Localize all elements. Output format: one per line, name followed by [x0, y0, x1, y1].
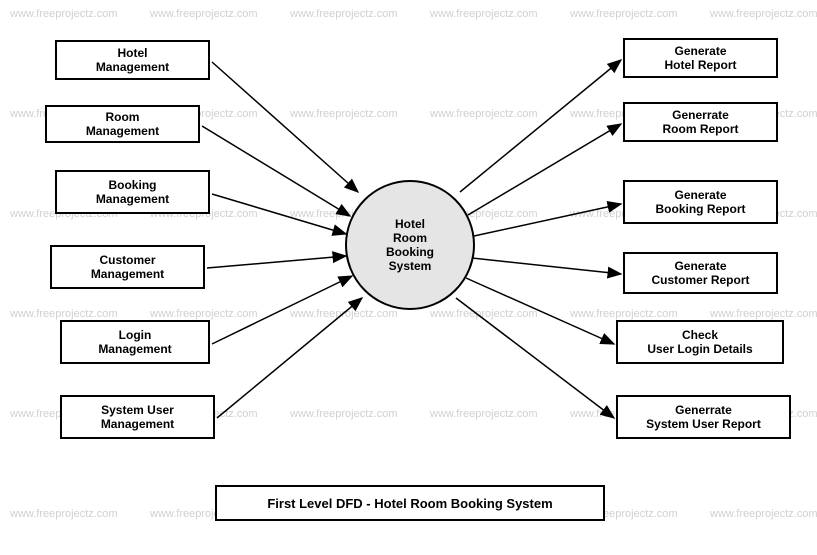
- process-label: Hotel Room Booking System: [386, 217, 434, 273]
- entity-label: Generate Customer Report: [651, 259, 749, 287]
- entity-label: Generrate Room Report: [663, 108, 739, 136]
- left-entity-5: System User Management: [60, 395, 215, 439]
- process-circle: Hotel Room Booking System: [345, 180, 475, 310]
- entity-label: Booking Management: [96, 178, 169, 206]
- left-entity-0: Hotel Management: [55, 40, 210, 80]
- entity-label: Login Management: [98, 328, 171, 356]
- right-entity-2: Generate Booking Report: [623, 180, 778, 224]
- title-box: First Level DFD - Hotel Room Booking Sys…: [215, 485, 605, 521]
- right-entity-3: Generate Customer Report: [623, 252, 778, 294]
- entity-label: Generate Booking Report: [656, 188, 746, 216]
- entity-label: Check User Login Details: [647, 328, 752, 356]
- entity-label: Room Management: [86, 110, 159, 138]
- title-label: First Level DFD - Hotel Room Booking Sys…: [267, 496, 552, 511]
- entity-label: Hotel Management: [96, 46, 169, 74]
- entity-label: System User Management: [101, 403, 174, 431]
- right-entity-5: Generrate System User Report: [616, 395, 791, 439]
- left-entity-2: Booking Management: [55, 170, 210, 214]
- dfd-diagram: Hotel Room Booking System Hotel Manageme…: [0, 0, 817, 555]
- right-entity-4: Check User Login Details: [616, 320, 784, 364]
- entity-label: Generrate System User Report: [646, 403, 761, 431]
- left-entity-3: Customer Management: [50, 245, 205, 289]
- left-entity-4: Login Management: [60, 320, 210, 364]
- left-entity-1: Room Management: [45, 105, 200, 143]
- entity-label: Generate Hotel Report: [665, 44, 737, 72]
- entity-label: Customer Management: [91, 253, 164, 281]
- right-entity-0: Generate Hotel Report: [623, 38, 778, 78]
- right-entity-1: Generrate Room Report: [623, 102, 778, 142]
